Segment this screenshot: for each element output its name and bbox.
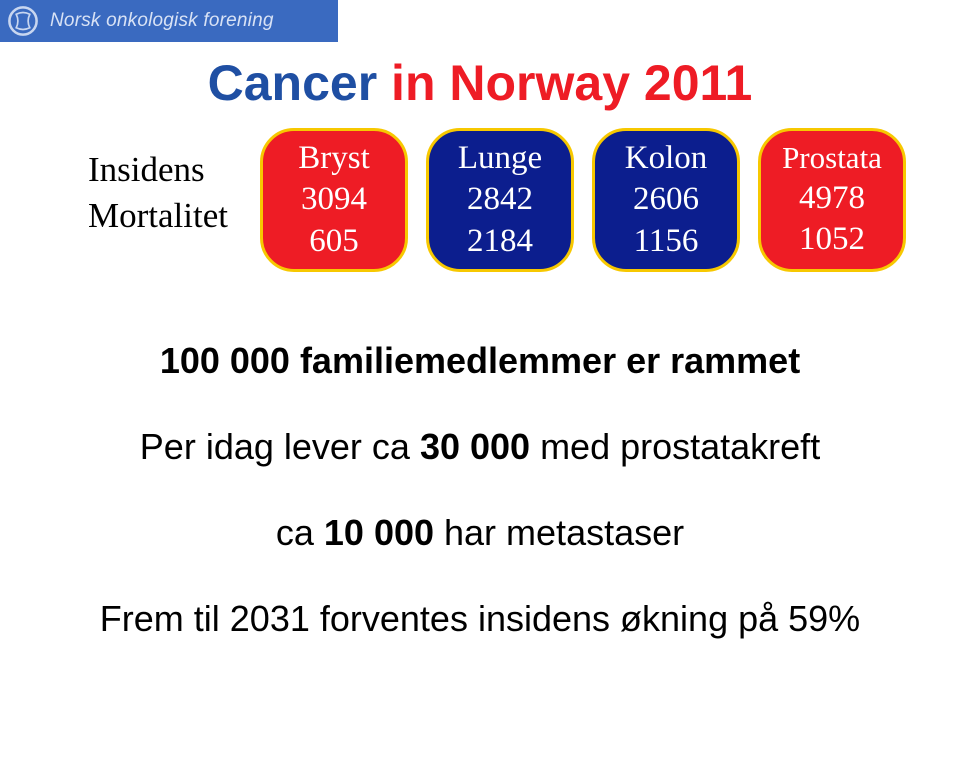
pill-label: Prostata — [782, 139, 882, 178]
page-title: Cancer in Norway 2011 — [208, 54, 753, 112]
bullet-3a: ca — [276, 512, 324, 553]
pill-mortality: 605 — [309, 221, 359, 262]
bullet-2b: 30 000 — [420, 426, 530, 467]
bullet-1: 100 000 familiemedlemmer er rammet — [70, 340, 890, 382]
label-incidence: Insidens — [88, 150, 228, 190]
pill-mortality: 1052 — [799, 219, 865, 260]
pill-label: Lunge — [458, 138, 542, 179]
pill-label: Bryst — [298, 138, 370, 179]
pill-prostata: Prostata 4978 1052 — [758, 128, 906, 272]
pill-incidence: 2842 — [467, 179, 533, 220]
bullet-4: Frem til 2031 forventes insidens økning … — [70, 598, 890, 640]
label-mortality: Mortalitet — [88, 196, 228, 236]
pill-incidence: 2606 — [633, 179, 699, 220]
org-name: Norsk onkologisk forening — [50, 10, 274, 32]
bullet-2: Per idag lever ca 30 000 med prostatakre… — [70, 426, 890, 468]
logo-icon — [6, 4, 40, 38]
pill-kolon: Kolon 2606 1156 — [592, 128, 740, 272]
bullet-2c: med prostatakreft — [530, 426, 820, 467]
header-bar: Norsk onkologisk forening — [0, 0, 338, 42]
pill-lunge: Lunge 2842 2184 — [426, 128, 574, 272]
bullets: 100 000 familiemedlemmer er rammet Per i… — [70, 340, 890, 640]
pills-row: Bryst 3094 605 Lunge 2842 2184 Kolon 260… — [260, 128, 906, 272]
bullet-2a: Per idag lever ca — [140, 426, 420, 467]
bullet-3: ca 10 000 har metastaser — [70, 512, 890, 554]
title-word1: Cancer — [208, 55, 378, 111]
pill-label: Kolon — [625, 138, 708, 179]
pill-mortality: 2184 — [467, 221, 533, 262]
pill-mortality: 1156 — [634, 221, 699, 262]
pill-bryst: Bryst 3094 605 — [260, 128, 408, 272]
pill-incidence: 4978 — [799, 178, 865, 219]
bullet-3b: 10 000 — [324, 512, 434, 553]
pill-incidence: 3094 — [301, 179, 367, 220]
title-rest: in Norway 2011 — [377, 55, 752, 111]
row-labels: Insidens Mortalitet — [88, 150, 228, 236]
bullet-3c: har metastaser — [434, 512, 684, 553]
